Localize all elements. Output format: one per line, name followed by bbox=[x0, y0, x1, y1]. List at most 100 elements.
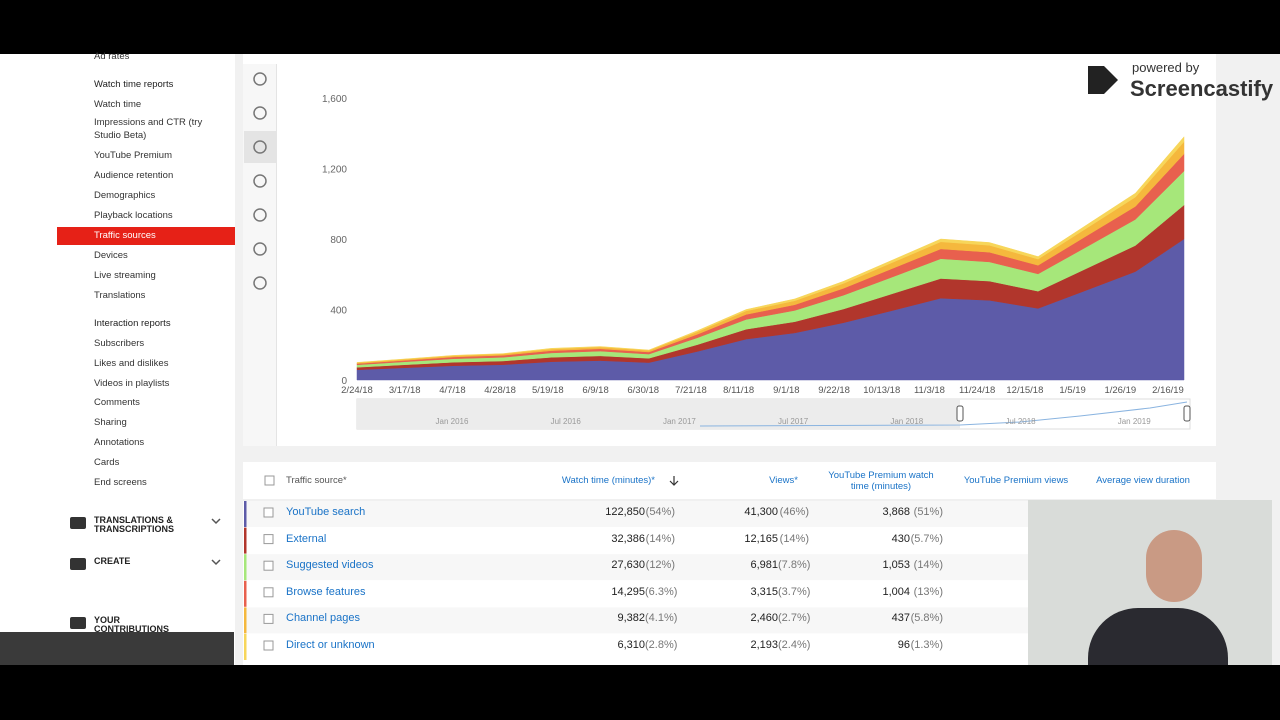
traffic-source-link[interactable]: Channel pages bbox=[286, 612, 361, 625]
table-cell: (12%) bbox=[645, 559, 675, 572]
chevron bbox=[211, 518, 221, 525]
sidebar-item[interactable]: Demographics bbox=[94, 190, 156, 201]
x-tick-label: 6/30/18 bbox=[627, 385, 659, 396]
x-tick-label: 1/5/19 bbox=[1059, 385, 1085, 396]
sidebar bbox=[0, 54, 235, 665]
sidebar-item[interactable]: Subscribers bbox=[94, 338, 145, 349]
sidebar-item[interactable]: Traffic sources bbox=[94, 230, 156, 241]
table-cell: 1,053 bbox=[882, 559, 910, 572]
header-checkbox bbox=[264, 475, 275, 486]
x-tick-label: 12/15/18 bbox=[1006, 385, 1043, 396]
y-tick-label: 0 bbox=[341, 376, 347, 387]
section-icon bbox=[70, 517, 86, 529]
sidebar-section[interactable]: YOUR CONTRIBUTIONS bbox=[94, 615, 169, 634]
table-cell: (5.8%) bbox=[910, 612, 943, 625]
table-cell: 27,630 bbox=[611, 559, 645, 572]
navigator-label: Jan 2017 bbox=[663, 417, 696, 426]
row-checkbox bbox=[263, 613, 274, 624]
x-tick-label: 6/9/18 bbox=[582, 385, 608, 396]
table-cell: (14%) bbox=[645, 532, 675, 545]
section-icon bbox=[70, 617, 86, 629]
x-tick-label: 2/16/19 bbox=[1152, 385, 1184, 396]
table-cell: (14%) bbox=[913, 559, 943, 572]
area-series bbox=[356, 136, 1185, 363]
table-cell: 2,193 bbox=[750, 639, 778, 651]
table-cell: 2,460 bbox=[750, 612, 778, 625]
sidebar-item[interactable]: Sharing bbox=[94, 417, 127, 428]
sidebar-section[interactable]: CREATE bbox=[94, 556, 131, 566]
sidebar-item[interactable]: Comments bbox=[94, 397, 140, 408]
sidebar-item[interactable]: Live streaming bbox=[94, 270, 156, 281]
column-header[interactable]: YouTube Premium watch time (minutes) bbox=[828, 470, 934, 492]
column-header[interactable]: Watch time (minutes)* bbox=[561, 475, 655, 486]
sidebar-item[interactable]: Devices bbox=[94, 250, 128, 261]
row-color-bar bbox=[244, 580, 247, 607]
sidebar-heading: Interaction reports bbox=[94, 318, 171, 329]
x-tick-label: 5/19/18 bbox=[532, 385, 564, 396]
traffic-source-link[interactable]: YouTube search bbox=[286, 506, 366, 518]
table-cell: (54%) bbox=[645, 506, 675, 518]
row-checkbox bbox=[263, 507, 274, 518]
sidebar-item[interactable]: Translations bbox=[94, 290, 146, 301]
table-cell: (3.7%) bbox=[778, 585, 811, 598]
traffic-source-link[interactable]: Suggested videos bbox=[286, 559, 374, 572]
navigator-label: Jan 2016 bbox=[436, 417, 469, 426]
text-layer: Ad rates Watch time reports Watch time Impr… bbox=[0, 51, 1280, 665]
row-checkbox bbox=[263, 640, 274, 651]
navigator-line bbox=[699, 401, 1188, 427]
row-color-bar bbox=[244, 501, 247, 527]
x-tick-label: 2/24/18 bbox=[341, 385, 373, 396]
person-body bbox=[1088, 608, 1228, 665]
x-tick-label: 4/28/18 bbox=[484, 385, 516, 396]
sidebar-item[interactable]: Cards bbox=[94, 457, 120, 468]
navigator-handle bbox=[956, 405, 964, 422]
y-tick-label: 800 bbox=[330, 235, 347, 246]
chart-type-icon bbox=[253, 140, 267, 154]
table-cell: 437 bbox=[891, 612, 910, 625]
sort-arrow bbox=[669, 476, 679, 486]
chart-type-icon bbox=[253, 242, 267, 256]
sidebar-section[interactable]: TRANSLATIONS & TRANSCRIPTIONS bbox=[94, 515, 175, 534]
sidebar-item[interactable]: Playback locations bbox=[94, 210, 173, 221]
navigator-label: Jan 2019 bbox=[1118, 417, 1151, 426]
traffic-source-link[interactable]: Direct or unknown bbox=[286, 639, 375, 651]
table-cell: 3,868 bbox=[882, 506, 910, 518]
column-header[interactable]: Average view duration bbox=[1096, 475, 1190, 486]
table-cell: (46%) bbox=[779, 506, 809, 518]
column-header[interactable]: YouTube Premium views bbox=[963, 475, 1069, 486]
column-header[interactable]: Views* bbox=[769, 475, 798, 486]
sidebar-item[interactable]: Videos in playlists bbox=[94, 378, 170, 389]
sidebar-item[interactable]: Audience retention bbox=[94, 170, 174, 181]
sidebar-item[interactable]: Annotations bbox=[94, 437, 145, 448]
chart-type-icon bbox=[253, 106, 267, 120]
sidebar-item[interactable]: Likes and dislikes bbox=[94, 358, 169, 369]
table-cell: 96 bbox=[897, 639, 910, 651]
sidebar-item[interactable]: YouTube Premium bbox=[94, 150, 172, 161]
table-cell: 12,165 bbox=[744, 532, 778, 545]
navigator-outside bbox=[357, 399, 960, 429]
table-cell: (2.7%) bbox=[778, 612, 811, 625]
table-cell: 430 bbox=[891, 532, 910, 545]
table-cell: 122,850 bbox=[605, 506, 645, 518]
chart-type-icon bbox=[253, 72, 267, 86]
traffic-source-link[interactable]: Browse features bbox=[286, 585, 366, 598]
sidebar-item[interactable]: Impressions and CTR (try Studio Beta) bbox=[94, 117, 203, 141]
table-cell: 6,310 bbox=[617, 639, 645, 651]
y-tick-label: 400 bbox=[330, 306, 347, 317]
row-checkbox bbox=[263, 534, 274, 545]
table-cell: 41,300 bbox=[744, 506, 778, 518]
recording-toolbar[interactable] bbox=[0, 632, 234, 665]
traffic-source-link[interactable]: External bbox=[286, 532, 327, 545]
sidebar-item[interactable]: Ad rates bbox=[94, 51, 130, 62]
watermark-logo bbox=[1088, 66, 1118, 94]
column-header: Traffic source* bbox=[286, 475, 347, 486]
table-cell: (13%) bbox=[913, 585, 943, 598]
sidebar-item[interactable]: Watch time bbox=[94, 99, 142, 110]
chart-type-icon bbox=[253, 174, 267, 188]
table-cell: (5.7%) bbox=[910, 532, 943, 545]
table-cell: (7.8%) bbox=[778, 559, 811, 572]
sidebar-item[interactable]: End screens bbox=[94, 477, 147, 488]
table-cell: 14,295 bbox=[611, 585, 645, 598]
